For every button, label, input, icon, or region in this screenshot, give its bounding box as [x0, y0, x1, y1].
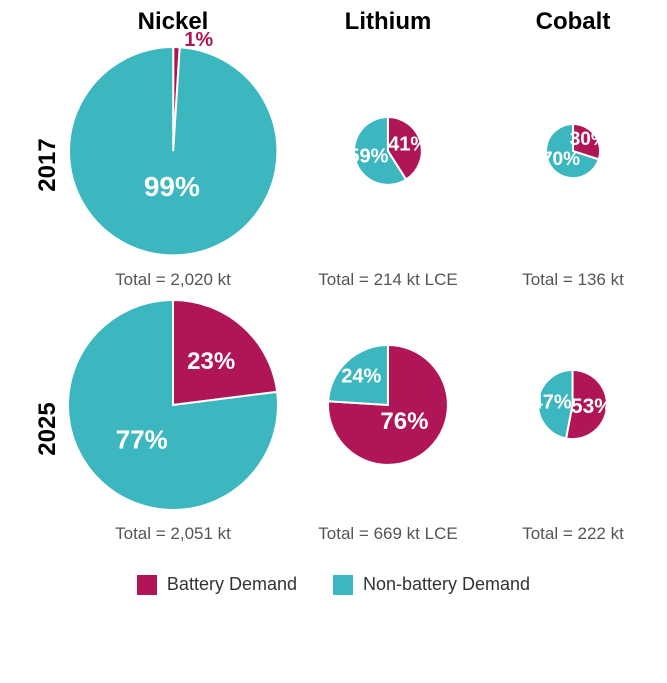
chart-row: 1%99% Total = 2,020 kt 41%59% Total = 214 k…: [58, 36, 667, 290]
total-label: Total = 136 kt: [522, 270, 624, 290]
column-header: Lithium: [288, 8, 488, 36]
legend-swatch: [333, 575, 353, 595]
pie-chart: 41%59%: [354, 117, 422, 185]
chart-cell: 1%99% Total = 2,020 kt: [58, 36, 288, 290]
total-label: Total = 669 kt LCE: [318, 524, 457, 544]
pie-chart: 76% 24%: [328, 345, 448, 465]
pie-chart: 53%47%: [538, 370, 607, 439]
chart-cell: 53%47% Total = 222 kt: [488, 290, 658, 544]
pie-area: 76% 24%: [288, 290, 488, 520]
column-header: Nickel: [58, 8, 288, 36]
chart-cell: 76% 24% Total = 669 kt LCE: [288, 290, 488, 544]
chart-cell: 23% 77% Total = 2,051 kt: [58, 290, 288, 544]
grid-rows: 1%99% Total = 2,020 kt 41%59% Total = 214 k…: [58, 36, 667, 544]
chart-container: NickelLithiumCobalt 20172025 1%99%Total …: [0, 0, 667, 683]
total-label: Total = 214 kt LCE: [318, 270, 457, 290]
chart-cell: 30%70% Total = 136 kt: [488, 36, 658, 290]
legend-swatch: [137, 575, 157, 595]
slice-label: 47%: [532, 391, 572, 414]
chart-row: 23% 77% Total = 2,051 kt 76% 24% Total = 669 …: [58, 290, 667, 544]
total-label: Total = 2,020 kt: [115, 270, 231, 290]
total-label: Total = 222 kt: [522, 524, 624, 544]
column-headers: NickelLithiumCobalt: [58, 8, 667, 36]
row-label: 2025: [34, 389, 62, 469]
pie-slice-non_battery: [69, 47, 277, 255]
chart-cell: 41%59% Total = 214 kt LCE: [288, 36, 488, 290]
legend-label: Non-battery Demand: [363, 574, 530, 595]
slice-label: 24%: [341, 365, 381, 388]
slice-label: 59%: [348, 145, 388, 168]
slice-label: 70%: [542, 149, 580, 171]
pie-area: 23% 77%: [58, 290, 288, 520]
slice-label: 30%: [570, 129, 608, 151]
slice-label: 76%: [380, 408, 428, 436]
slice-label: 41%: [388, 134, 428, 157]
total-label: Total = 2,051 kt: [115, 524, 231, 544]
pie-area: 41%59%: [288, 36, 488, 266]
pie-area: 30%70%: [488, 36, 658, 266]
slice-label: 53%: [571, 395, 613, 419]
legend: Battery Demand Non-battery Demand: [0, 574, 667, 595]
legend-label: Battery Demand: [167, 574, 297, 595]
pie-chart: 30%70%: [546, 124, 600, 178]
slice-label-outer: 1%: [184, 29, 213, 52]
legend-item: Battery Demand: [137, 574, 297, 595]
pie-area: 53%47%: [488, 290, 658, 520]
row-label: 2017: [34, 125, 62, 205]
pie-chart: 23% 77%: [68, 300, 278, 510]
slice-label: 23%: [187, 348, 235, 376]
slice-label: 77%: [116, 425, 168, 456]
column-header: Cobalt: [488, 8, 658, 36]
legend-item: Non-battery Demand: [333, 574, 530, 595]
pie-area: 1%99%: [58, 36, 288, 266]
slice-label: 99%: [144, 171, 200, 203]
pie-chart: 1%99%: [69, 47, 277, 255]
